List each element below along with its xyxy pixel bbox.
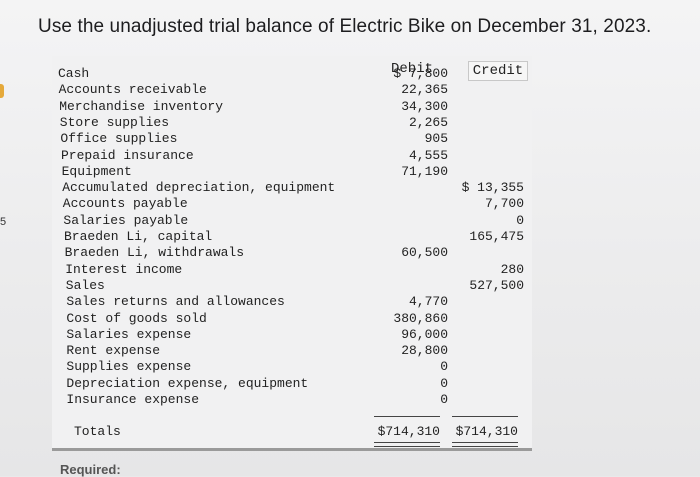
left-edge-marker [0,84,4,98]
account-name: Office supplies [60,131,178,147]
account-name: Braeden Li, withdrawals [64,245,245,261]
table-row: Equipment 71,190 [0,164,700,180]
account-name: Equipment [61,163,132,179]
credit-amount: 7,700 [484,196,524,212]
table-row: Sales 527,500 [0,278,700,294]
account-name: Cost of goods sold [66,310,207,326]
account-name: Accounts receivable [58,82,207,98]
table-row: Rent expense 28,800 [0,343,700,359]
table-row: Prepaid insurance 4,555 [0,148,700,164]
debit-amount: 4,770 [408,294,448,310]
table-row: Cost of goods sold 380,860 [0,311,700,327]
account-name: Sales returns and allowances [66,294,285,310]
totals-credit: $714,310 [455,424,518,439]
debit-amount: 0 [440,375,448,391]
debit-double-underline [374,442,440,447]
account-name: Cash [58,66,90,81]
debit-amount: 28,800 [401,343,448,359]
debit-header: Debit [390,61,433,77]
credit-amount: 527,500 [469,277,524,293]
debit-amount: 34,300 [401,98,448,114]
margin-number: 5 [0,216,7,228]
debit-amount: 2,265 [408,114,448,130]
table-row: Office supplies 905 [0,131,700,147]
account-name: Interest income [65,261,183,277]
trial-balance-table [52,56,532,451]
required-heading: Required: [60,462,121,477]
account-name: Braeden Li, capital [64,229,213,244]
debit-amount: $ 7,800 [393,66,448,81]
table-row: Sales returns and allowances 4,770 [0,294,700,310]
credit-header: Credit [468,61,528,81]
debit-amount: 0 [440,392,448,407]
credit-amount: $ 13,355 [461,180,524,196]
table-row: Insurance expense 0 [0,392,700,408]
account-name: Rent expense [66,343,161,359]
table-row: Store supplies 2,265 [0,115,700,131]
account-name: Insurance expense [66,392,200,407]
account-name: Merchandise inventory [59,98,224,114]
account-name: Accounts payable [62,196,188,212]
credit-amount: 280 [500,261,524,277]
account-name: Depreciation expense, equipment [66,375,309,391]
table-row: Accounts payable 7,700 [0,196,700,212]
account-name: Sales [65,277,105,293]
debit-amount: 0 [440,359,448,375]
debit-amount: 22,365 [401,82,448,98]
totals-label: Totals [74,424,121,439]
table-row: Braeden Li, capital 165,475 [0,229,700,245]
credit-amount: 0 [516,212,524,228]
debit-amount: 4,555 [408,147,448,163]
totals-row: Totals $714,310 $714,310 [0,424,700,440]
account-name: Store supplies [59,114,170,130]
table-row: Cash $ 7,800 [0,66,700,82]
table-row: Braeden Li, withdrawals 60,500 [0,245,700,261]
question-title: Use the unadjusted trial balance of Elec… [38,16,652,37]
account-name: Salaries expense [66,326,192,342]
table-row: Depreciation expense, equipment 0 [0,376,700,392]
table-row: Accumulated depreciation, equipment $ 13,… [0,180,700,196]
debit-total-rule [374,416,440,417]
credit-total-rule [452,416,518,417]
totals-debit: $714,310 [377,424,440,439]
table-row: Supplies expense 0 [0,359,700,375]
table-row: Accounts receivable 22,365 [0,82,700,98]
debit-amount: 905 [424,131,448,147]
debit-amount: 71,190 [401,163,448,179]
table-row: Merchandise inventory 34,300 [0,99,700,115]
table-row: Interest income 280 [0,262,700,278]
account-name: Accumulated depreciation, equipment [62,180,336,196]
credit-amount: 165,475 [469,229,524,244]
credit-double-underline [452,442,518,447]
account-name: Supplies expense [66,359,192,375]
account-name: Salaries payable [63,212,189,228]
debit-amount: 96,000 [401,326,448,342]
table-row: Salaries payable 0 [0,213,700,229]
debit-amount: 380,860 [393,310,448,326]
account-name: Prepaid insurance [61,147,194,163]
table-row: Salaries expense 96,000 [0,327,700,343]
debit-amount: 60,500 [401,245,448,261]
